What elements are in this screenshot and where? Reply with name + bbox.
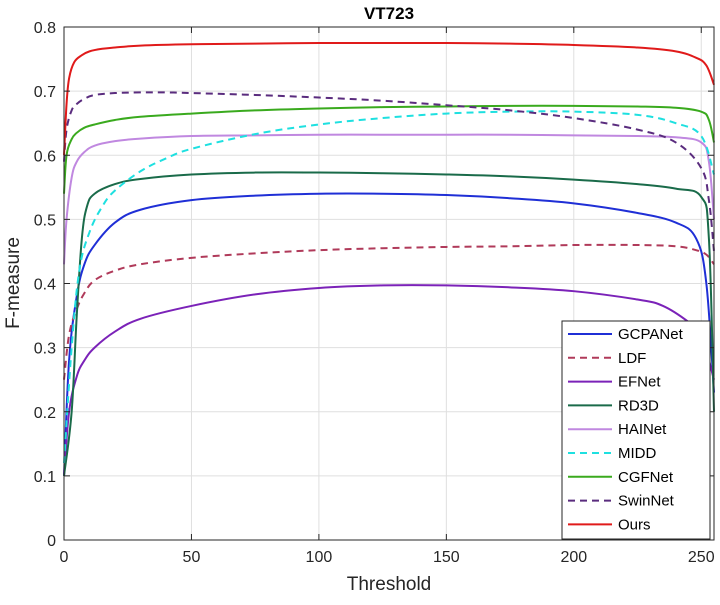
legend-item-efnet: EFNet <box>568 374 661 391</box>
x-tick-label: 100 <box>306 549 333 566</box>
series-line-midd <box>63 110 715 464</box>
y-tick-label: 0.3 <box>34 341 56 358</box>
y-tick-label: 0.7 <box>34 84 56 101</box>
series-line-rd3d <box>63 171 715 476</box>
y-tick-label: 0.2 <box>34 405 56 422</box>
y-tick-label: 0.8 <box>34 20 56 37</box>
x-tick-label: 50 <box>183 549 201 566</box>
legend-item-cgfnet: CGFNet <box>568 469 674 486</box>
legend-item-midd: MIDD <box>568 445 656 462</box>
series-line-hainet <box>63 133 715 265</box>
y-tick-label: 0.6 <box>34 148 56 165</box>
series-lines <box>63 41 715 476</box>
legend-label: MIDD <box>618 445 656 462</box>
legend-label: Ours <box>618 516 651 533</box>
legend-item-swinnet: SwinNet <box>568 493 675 510</box>
series-line-efnet <box>63 284 715 476</box>
x-axis-label: Threshold <box>347 574 432 595</box>
legend-item-ours: Ours <box>568 516 651 533</box>
x-tick-label: 250 <box>688 549 715 566</box>
legend-label: HAINet <box>618 421 667 438</box>
legend-label: RD3D <box>618 397 659 414</box>
legend-item-ldf: LDF <box>568 350 646 367</box>
chart-title: VT723 <box>364 4 414 23</box>
legend-label: SwinNet <box>618 493 675 510</box>
legend-item-hainet: HAINet <box>568 421 667 438</box>
legend-label: CGFNet <box>618 469 674 486</box>
legend-label: GCPANet <box>618 326 684 343</box>
legend: GCPANet LDF EFNet RD3D HAINet MIDD CGFNet SwinN… <box>561 320 711 540</box>
series-line-ours <box>63 41 715 156</box>
x-tick-label: 150 <box>433 549 460 566</box>
x-tick-label: 0 <box>60 549 69 566</box>
y-axis-label: F-measure <box>3 237 24 329</box>
legend-item-gcpanet: GCPANet <box>568 326 684 343</box>
legend-label: EFNet <box>618 374 661 391</box>
legend-label: LDF <box>618 350 646 367</box>
y-tick-label: 0.4 <box>34 277 56 294</box>
series-line-gcpanet <box>63 192 715 476</box>
series-line-swinnet <box>63 91 715 252</box>
series-line-ldf <box>63 243 715 380</box>
x-tick-label: 200 <box>560 549 587 566</box>
y-tick-label: 0.5 <box>34 212 56 229</box>
legend-item-rd3d: RD3D <box>568 397 659 414</box>
axis-ticks: 0 50 100 150 200 250 0 0.1 0.2 0.3 0.4 0.5 0.6 0.7 0.8 <box>34 20 715 566</box>
y-tick-label: 0.1 <box>34 469 56 486</box>
y-tick-label: 0 <box>47 533 56 550</box>
series-line-cgfnet <box>63 104 715 194</box>
